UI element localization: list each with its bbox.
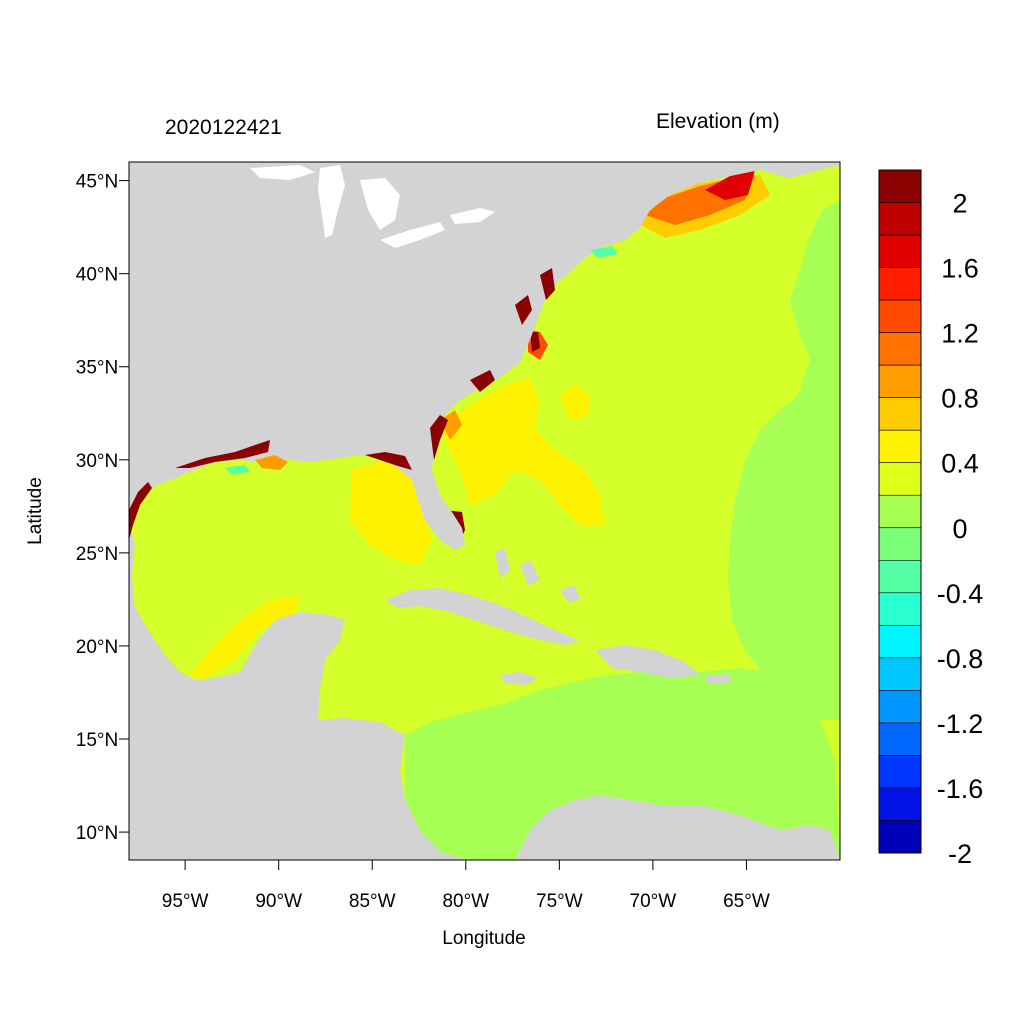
y-tick-label: 15°N — [76, 730, 118, 751]
colorbar-label: 1.6 — [941, 254, 979, 284]
gulf-maine-surge-inner — [705, 170, 755, 200]
lake-erie — [380, 222, 445, 248]
colorbar-swatch — [878, 202, 922, 236]
x-tick-label: 65°W — [723, 891, 770, 912]
y-tick-label: 45°N — [76, 172, 118, 193]
colorbar-labels: 2 1.6 1.2 0.8 0.4 0 -0.4 -0.8 -1.2 -1.6 -2 — [937, 189, 984, 869]
y-tick-label: 20°N — [76, 637, 118, 658]
colorbar-label: -0.8 — [937, 644, 984, 674]
georgia-coast-surge — [440, 410, 462, 440]
east-coast-surge-2 — [470, 370, 495, 392]
florida-panhandle-surge — [365, 452, 412, 470]
east-coast-surge-3 — [515, 295, 532, 325]
colorbar-swatch — [878, 332, 922, 366]
colorbar-label: 0.8 — [941, 384, 979, 414]
yellow-florida-blob — [560, 385, 590, 420]
yellow-yucatan-band — [190, 595, 300, 678]
y-tick-label: 35°N — [76, 358, 118, 379]
colorbar-swatch — [878, 462, 922, 496]
colorbar-swatch — [878, 429, 922, 464]
north-america-land — [129, 162, 840, 550]
caribbean-south-basin — [405, 668, 840, 860]
colorbar-swatch — [878, 559, 922, 594]
puerto-rico-land — [705, 674, 732, 684]
x-tick-label: 85°W — [349, 891, 396, 912]
x-tick-label: 90°W — [255, 891, 302, 912]
colorbar-swatch — [878, 234, 922, 268]
colorbar-swatch — [878, 299, 922, 333]
louisiana-coast-mixed — [225, 246, 618, 474]
texas-coast-surge — [129, 482, 152, 540]
colorbar-swatch — [878, 169, 922, 203]
colorbar-swatch — [878, 397, 922, 431]
timestamp-label: 2020122421 — [165, 116, 282, 139]
louisiana-cyan-patch — [225, 465, 250, 474]
colorbar-label: -1.2 — [937, 709, 984, 739]
colorbar-swatch — [878, 787, 922, 821]
mid-atlantic-cyan-patch — [590, 246, 618, 258]
y-axis-label: Latitude — [25, 477, 46, 545]
land-masses — [129, 162, 840, 860]
lake-ontario — [450, 208, 495, 224]
colorbar-swatch — [878, 494, 922, 529]
colorbar-swatch — [878, 657, 922, 691]
x-tick-label: 70°W — [630, 891, 677, 912]
colorbar-swatch — [878, 267, 922, 301]
colorbar-swatch — [878, 820, 922, 854]
y-tick-label: 25°N — [76, 544, 118, 565]
mexico-central-america-land — [129, 520, 470, 860]
colorbar-swatch — [878, 527, 922, 561]
nc-coast-surge-dark — [530, 332, 540, 352]
colorbar-label: -1.6 — [937, 774, 984, 804]
gulf-coast-surge-speckles — [129, 268, 555, 540]
colorbar-label: -2 — [948, 839, 972, 869]
louisiana-coast-surge — [175, 440, 270, 468]
great-lakes — [250, 165, 495, 248]
east-coast-surge-1 — [430, 415, 448, 460]
jamaica-land — [500, 672, 538, 685]
lake-superior — [250, 165, 315, 180]
lake-michigan — [318, 165, 345, 238]
x-axis-label: Longitude — [442, 928, 525, 949]
bahamas-land — [495, 548, 580, 602]
map-panel — [129, 162, 840, 860]
colorbar-swatch — [878, 690, 922, 724]
colorbar-label: 2 — [952, 189, 967, 219]
hispaniola-land — [595, 645, 700, 678]
atlantic-east-band — [728, 200, 840, 720]
louisiana-orange-patch — [255, 455, 288, 470]
x-axis: 95°W 90°W 85°W 80°W 75°W 70°W 65°W — [162, 860, 770, 912]
colorbar-swatch — [878, 364, 922, 398]
plot-border — [128, 161, 841, 861]
south-america-land — [515, 795, 840, 860]
cuba-land — [385, 588, 580, 645]
yellow-gulf-east — [350, 460, 432, 565]
y-tick-label: 30°N — [76, 451, 118, 472]
x-tick-label: 80°W — [442, 891, 489, 912]
y-tick-label: 40°N — [76, 265, 118, 286]
lake-huron — [360, 178, 400, 230]
east-coast-surge-4 — [540, 268, 555, 300]
colorbar-label: 0 — [952, 514, 967, 544]
x-tick-label: 95°W — [162, 891, 209, 912]
colorbar-swatch — [878, 592, 922, 626]
colorbar-border — [878, 169, 922, 854]
yellow-florida-atlantic — [440, 378, 605, 525]
colorbar-label: 1.2 — [941, 319, 979, 349]
variable-title: Elevation (m) — [656, 110, 780, 133]
colorbar-label: -0.4 — [937, 579, 984, 609]
y-axis: 45°N 40°N 35°N 30°N 25°N 20°N 15°N 10°N — [76, 172, 129, 844]
colorbar-swatch — [878, 722, 922, 756]
y-tick-label: 10°N — [76, 823, 118, 844]
colorbar-label: 0.4 — [941, 449, 979, 479]
colorbar-swatch — [878, 625, 922, 659]
colorbar-swatch — [878, 755, 922, 789]
colorbar — [878, 169, 922, 854]
x-tick-label: 75°W — [536, 891, 583, 912]
